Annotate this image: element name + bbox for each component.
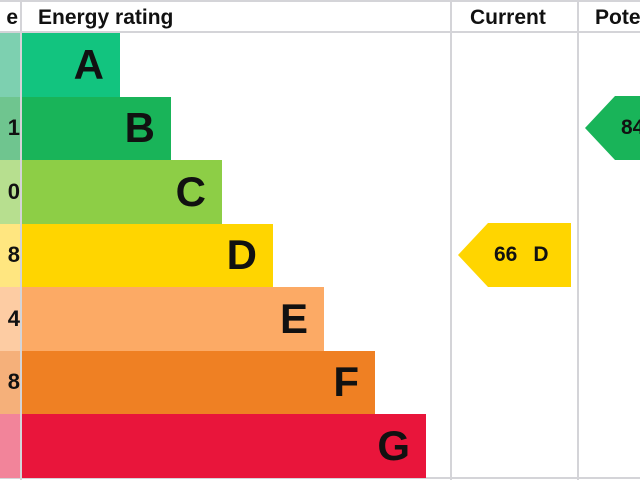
rating-letter: C [175,167,206,215]
header-divider [0,31,640,33]
rating-bar-f: F [22,350,375,414]
bottom-border [0,477,640,479]
score-cell-a [0,33,20,97]
column-divider [20,0,22,480]
column-divider [577,0,579,480]
rating-letter: F [333,358,359,406]
rating-bar-d: D [22,223,273,287]
score-cell-g [0,414,20,478]
rating-bar-g: G [22,414,426,478]
column-divider [450,0,452,480]
rating-bar-a: A [22,33,120,97]
current-band: D [533,243,549,266]
top-border [0,0,640,2]
score-header: e [6,6,18,29]
rating-bar-b: B [22,96,171,160]
rating-bar-e: E [22,287,324,351]
rating-letter: D [226,231,257,279]
potential-header: Pote [595,6,640,29]
current-value: 66 [494,243,518,266]
current-rating-arrow: 66 D [458,223,571,287]
rating-bar-c: C [22,160,222,224]
rating-letter: A [73,40,104,88]
score-cell-d: 8 [0,223,20,287]
score-cell-f: 8 [0,350,20,414]
score-cell-e: 4 [0,287,20,351]
rating-letter: E [279,294,308,342]
rating-letter: G [377,421,410,469]
potential-rating-arrow: 84 [585,96,640,160]
rating-letter: B [124,104,155,152]
current-header: Current [470,6,546,29]
energy-rating-header: Energy rating [38,6,174,29]
score-cell-b: 1 [0,96,20,160]
potential-value: 84 [621,116,640,139]
score-cell-c: 0 [0,160,20,224]
